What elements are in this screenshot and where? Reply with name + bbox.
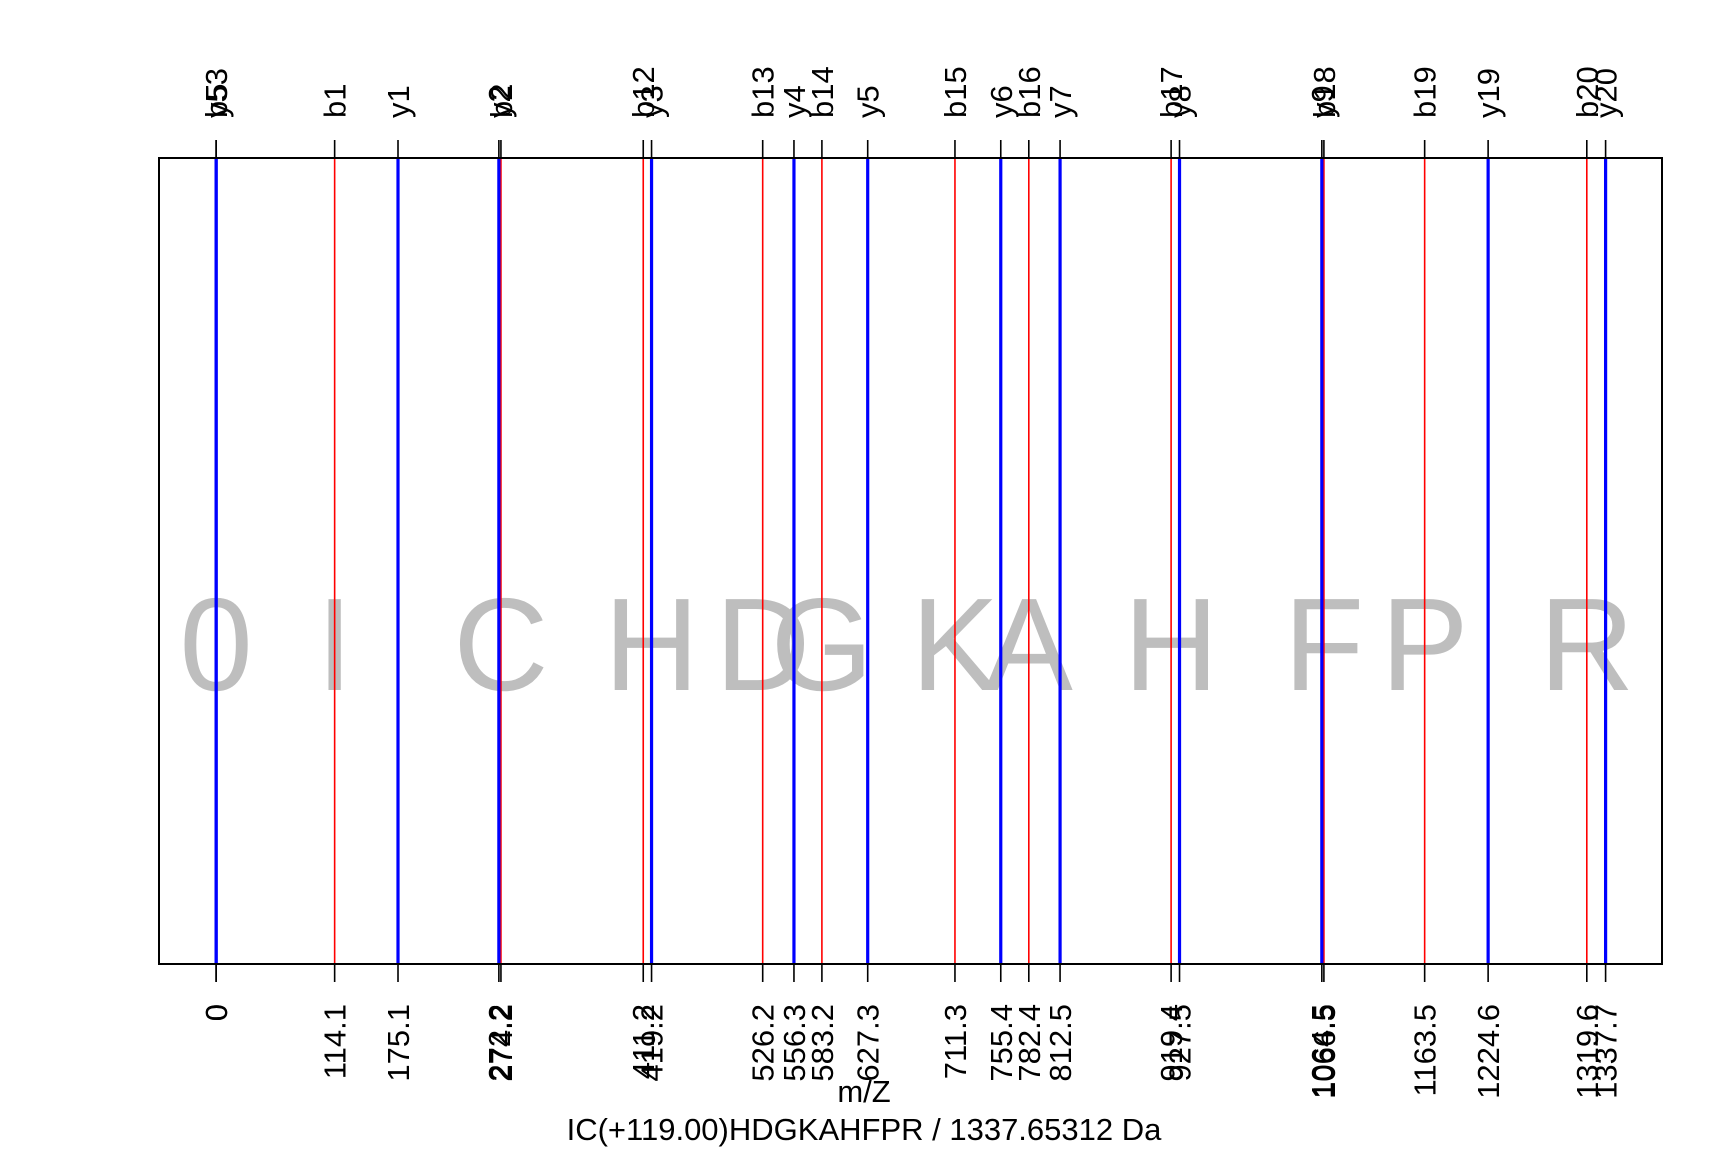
ion-mz-label-y9: 1064.5 — [1305, 1004, 1340, 1099]
ion-name-label-b16: b16 — [1012, 66, 1047, 118]
ion-name-label-b20: b20 — [1570, 66, 1605, 118]
ion-mz-label-b1: 114.1 — [318, 1004, 353, 1079]
ion-name-label-y19: y19 — [1471, 68, 1506, 118]
ion-name-label-y1: y1 — [381, 85, 416, 118]
ion-mz-label-y20: 1337.7 — [1589, 1004, 1624, 1099]
ion-name-label-b19: b19 — [1408, 66, 1443, 118]
ion-name-label-b5: b5 — [199, 84, 234, 118]
ion-name-label-b13: b13 — [746, 66, 781, 118]
ion-mz-label-y53: 0 — [199, 1004, 234, 1021]
ion-name-label-y53: y53 — [199, 68, 234, 118]
ion-name-label-b1: b1 — [318, 84, 353, 118]
ion-mz-label-b2: 274.2 — [484, 1004, 519, 1082]
ion-mz-label-b17: 919.4 — [1154, 1004, 1189, 1082]
ion-mz-label-y3: 419.2 — [635, 1004, 670, 1082]
ion-mz-label-y1: 175.1 — [381, 1004, 416, 1082]
ion-lines — [214, 158, 1608, 964]
ion-name-label-y2: y2 — [482, 85, 517, 118]
ion-mz-label-y4: 556.3 — [777, 1004, 812, 1082]
x-axis-label: m/Z — [837, 1074, 891, 1109]
axis-ticks — [215, 140, 1607, 982]
ion-name-label-y7: y7 — [1043, 85, 1078, 118]
ion-name-label-y4: y4 — [777, 85, 812, 118]
ion-name-label-y8: y8 — [1163, 85, 1198, 118]
ion-name-label-b18: b18 — [1307, 66, 1342, 118]
plot-frame — [158, 157, 1663, 965]
ion-mz-label-y2: 272.2 — [482, 1004, 517, 1082]
ion-mz-label-b20: 1319.6 — [1570, 1004, 1605, 1099]
ion-mz-label-b5: 0 — [199, 1004, 234, 1021]
ion-mz-label-y8: 927.5 — [1163, 1004, 1198, 1082]
ion-name-label-b12: b12 — [626, 66, 661, 118]
ion-name-label-b17: b17 — [1154, 66, 1189, 118]
ion-mz-label-b19: 1163.5 — [1408, 1004, 1443, 1097]
ion-name-label-y3: y3 — [635, 85, 670, 118]
ion-mz-label-y6: 755.4 — [984, 1004, 1019, 1082]
ion-name-label-y5: y5 — [851, 85, 886, 118]
ion-mz-label-y7: 812.5 — [1043, 1004, 1078, 1082]
ion-name-label-y9: y9 — [1305, 85, 1340, 118]
ion-name-label-b2: b2 — [484, 84, 519, 118]
ion-mz-label-b14: 583.2 — [805, 1004, 840, 1082]
tick-labels: b1 114.1 b2 274.2 b12 411.2 b13 526.2 b14 583.2 b1… — [199, 66, 1623, 1099]
chart-title: IC(+119.00)HDGKAHFPR / 1337.65312 Da — [566, 1112, 1162, 1147]
ion-name-label-b15: b15 — [938, 66, 973, 118]
ion-name-label-b14: b14 — [805, 66, 840, 118]
ion-mz-label-b16: 782.4 — [1012, 1004, 1047, 1082]
ion-name-label-y20: y20 — [1589, 68, 1624, 118]
ion-name-label-y6: y6 — [984, 85, 1019, 118]
ion-mz-label-b13: 526.2 — [746, 1004, 781, 1082]
ion-mz-label-y5: 627.3 — [851, 1004, 886, 1082]
ion-mz-label-b12: 411.2 — [626, 1004, 661, 1079]
ion-mz-label-y19: 1224.6 — [1471, 1004, 1506, 1099]
ion-mz-label-b15: 711.3 — [938, 1004, 973, 1079]
ion-mz-label-b18: 1066.5 — [1307, 1004, 1342, 1099]
